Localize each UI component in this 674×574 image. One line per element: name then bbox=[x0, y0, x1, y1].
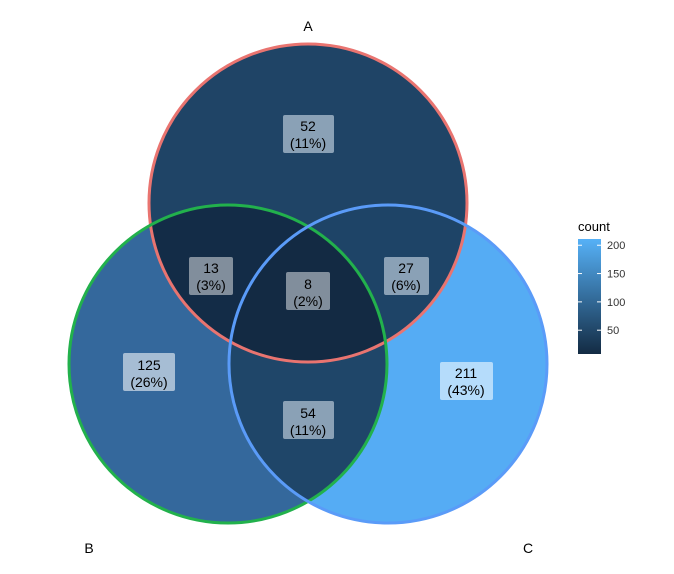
region-count: 13 bbox=[203, 260, 219, 276]
region-label-b-only: 125 (26%) bbox=[123, 353, 175, 391]
legend-title: count bbox=[578, 219, 610, 234]
region-percent: (43%) bbox=[447, 382, 484, 398]
legend: count 50 100 150 200 bbox=[578, 219, 625, 354]
region-label-bg bbox=[189, 257, 233, 295]
region-label-bg bbox=[283, 115, 334, 153]
region-label-abc: 8 (2%) bbox=[286, 272, 330, 310]
region-label-ac: 27 (6%) bbox=[384, 257, 429, 295]
region-label-a-only: 52 (11%) bbox=[283, 115, 334, 153]
region-percent: (2%) bbox=[293, 293, 323, 309]
region-count: 125 bbox=[137, 357, 161, 373]
legend-tick-label: 200 bbox=[607, 240, 625, 252]
region-count: 54 bbox=[300, 405, 316, 421]
venn-outlines bbox=[67, 42, 549, 525]
region-label-ab: 13 (3%) bbox=[189, 257, 233, 295]
region-percent: (11%) bbox=[290, 135, 326, 151]
region-label-bg bbox=[283, 401, 334, 439]
region-percent: (11%) bbox=[290, 422, 326, 438]
set-b-outline bbox=[67, 203, 389, 525]
region-count: 8 bbox=[304, 276, 312, 292]
region-percent: (3%) bbox=[196, 277, 226, 293]
region-label-bc: 54 (11%) bbox=[283, 401, 334, 439]
set-b-label: B bbox=[84, 540, 93, 556]
set-c-label: C bbox=[523, 540, 533, 556]
region-label-bg bbox=[440, 362, 493, 400]
set-c-outline bbox=[227, 203, 549, 525]
region-count: 27 bbox=[398, 260, 414, 276]
region-label-c-only: 211 (43%) bbox=[440, 362, 493, 400]
legend-tick-label: 150 bbox=[607, 269, 625, 281]
legend-tick-label: 50 bbox=[607, 325, 619, 337]
region-label-bg bbox=[384, 257, 429, 295]
region-label-bg bbox=[123, 353, 175, 391]
legend-ticks: 50 100 150 200 bbox=[578, 240, 625, 337]
region-count: 211 bbox=[455, 365, 478, 381]
legend-tick-label: 100 bbox=[607, 297, 625, 309]
region-label-bg bbox=[286, 272, 330, 310]
region-percent: (26%) bbox=[130, 374, 167, 390]
legend-colorbar bbox=[578, 239, 601, 354]
set-a-label: A bbox=[303, 18, 313, 34]
set-a-outline bbox=[147, 42, 469, 364]
region-percent: (6%) bbox=[391, 277, 421, 293]
region-count: 52 bbox=[300, 118, 316, 134]
